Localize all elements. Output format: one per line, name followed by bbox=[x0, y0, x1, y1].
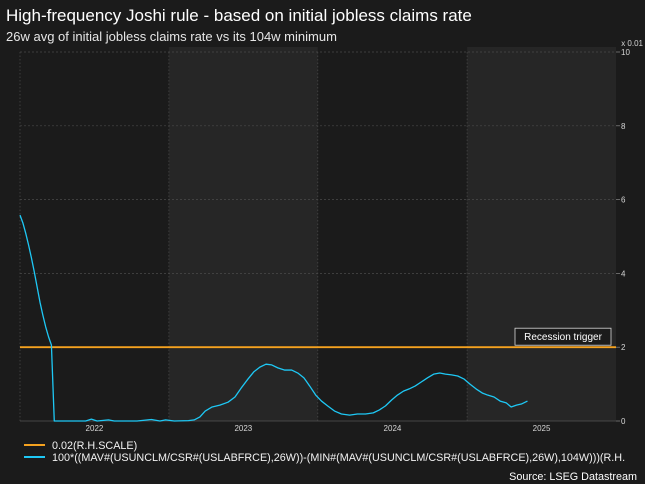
x-tick-label: 2025 bbox=[533, 424, 551, 433]
x-tick-label: 2024 bbox=[384, 424, 402, 433]
year-bands bbox=[168, 47, 616, 421]
y-tick-label: 0 bbox=[621, 417, 626, 426]
chart-subtitle: 26w avg of initial jobless claims rate v… bbox=[6, 29, 337, 44]
legend-swatch-joshi-rule bbox=[24, 456, 45, 459]
annotation: Recession trigger bbox=[514, 327, 612, 346]
right-axis: 0 2 4 6 8 10x 0.01 bbox=[616, 39, 644, 426]
series-lines bbox=[19, 214, 616, 422]
legend-label-trigger: 0.02(R.H.SCALE) bbox=[52, 440, 138, 452]
y-tick-label: 8 bbox=[621, 122, 626, 131]
legend-swatch-trigger bbox=[24, 444, 45, 447]
x-tick-label: 2022 bbox=[86, 424, 104, 433]
legend-item-joshi-rule: 100*((MAV#(USUNCLM/CSR#(USLABFRCE),26W))… bbox=[24, 452, 641, 464]
y-tick-label: 6 bbox=[621, 196, 626, 205]
x-tick-label: 2023 bbox=[234, 424, 252, 433]
year-band-2023 bbox=[168, 47, 318, 421]
y-tick-label: 4 bbox=[621, 269, 626, 278]
legend-label-joshi-rule: 100*((MAV#(USUNCLM/CSR#(USLABFRCE),26W))… bbox=[52, 452, 626, 464]
joshi-rule-line bbox=[19, 214, 528, 422]
year-band-2025 bbox=[467, 47, 616, 421]
x-axis: 2022 2023 2024 2025 bbox=[86, 424, 551, 433]
y-unit-label: x 0.01 bbox=[621, 39, 643, 48]
y-tick-label: 10 bbox=[621, 48, 630, 57]
source-note: Source: LSEG Datastream bbox=[509, 471, 637, 483]
chart-title: High-frequency Joshi rule - based on ini… bbox=[6, 6, 472, 25]
legend: 0.02(R.H.SCALE) 100*((MAV#(USUNCLM/CSR#(… bbox=[24, 440, 641, 464]
annotation-label: Recession trigger bbox=[524, 332, 602, 343]
legend-item-trigger: 0.02(R.H.SCALE) bbox=[24, 440, 641, 452]
y-tick-label: 2 bbox=[621, 343, 626, 352]
annotation-box bbox=[514, 327, 612, 346]
